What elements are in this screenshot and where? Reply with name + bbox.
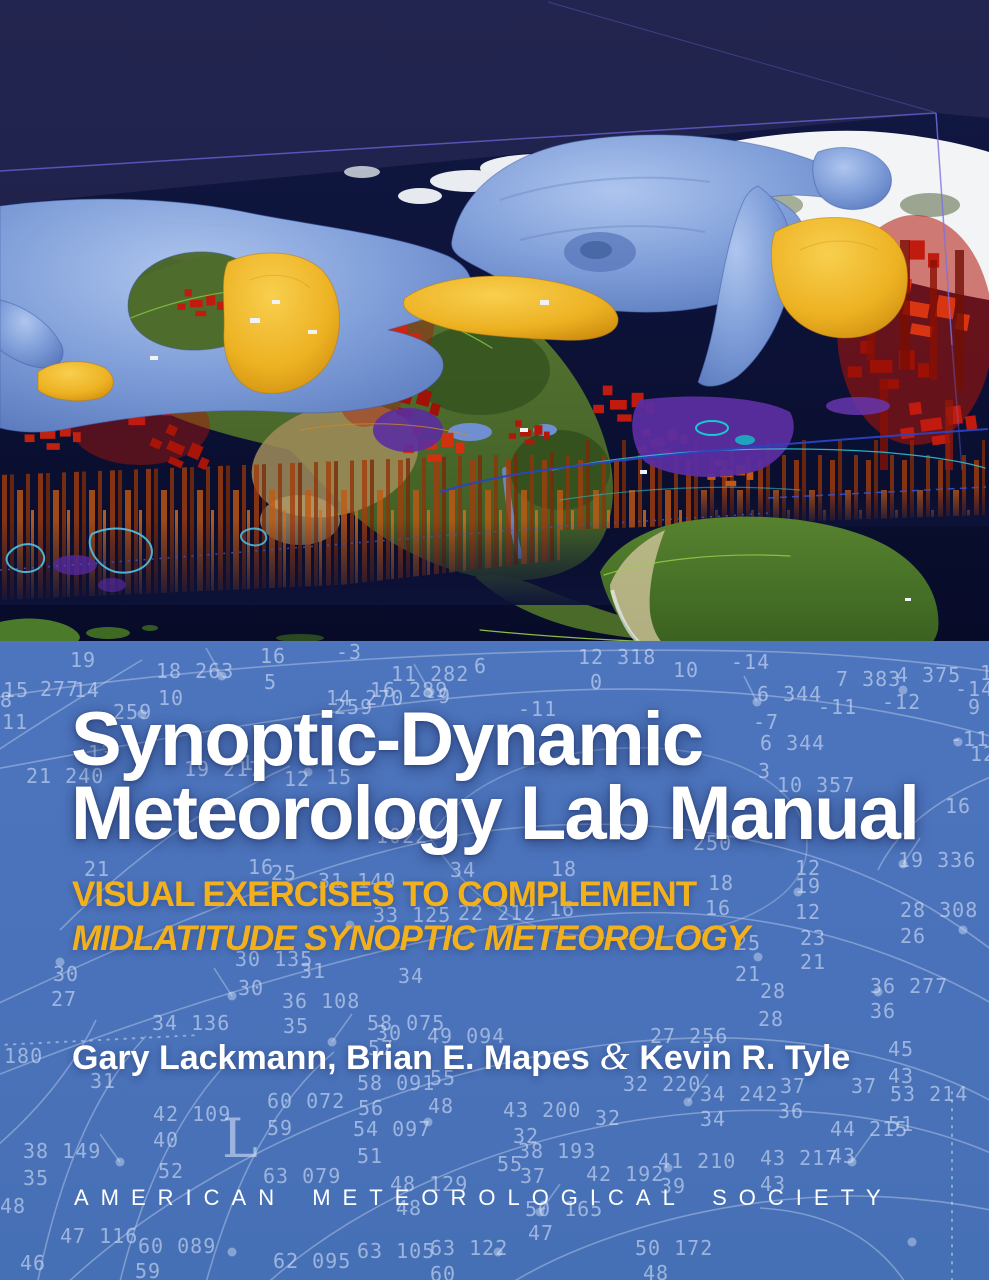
cloud-flecks: [150, 300, 911, 601]
publisher-name: AMERICAN METEOROLOGICAL SOCIETY: [74, 1185, 893, 1210]
weather-visualization-3d: [0, 0, 989, 645]
title-line-2: Meteorology Lab Manual: [71, 771, 920, 856]
ampersand: &: [599, 1036, 630, 1078]
south-america-land: [600, 516, 939, 645]
subtitle-line-1: VISUAL EXERCISES TO COMPLEMENT: [72, 875, 697, 914]
blue-isosurface: [0, 134, 892, 433]
pacific-islands: [0, 618, 324, 642]
author-names-left: Gary Lackmann, Brian E. Mapes: [72, 1039, 590, 1077]
purple-cloud-shield: [53, 396, 890, 592]
authors-line: Gary Lackmann, Brian E. Mapes & Kevin R. T…: [72, 1035, 850, 1079]
subtitle-line-2: MIDLATITUDE SYNOPTIC METEOROLOGY: [72, 919, 750, 958]
yellow-isosurface: [37, 216, 908, 402]
cover-lower-panel: [0, 641, 989, 1280]
domain-frame-lines: [0, 1, 989, 571]
title-line-1: Synoptic-Dynamic: [71, 697, 704, 782]
author-names-right: Kevin R. Tyle: [639, 1039, 851, 1077]
